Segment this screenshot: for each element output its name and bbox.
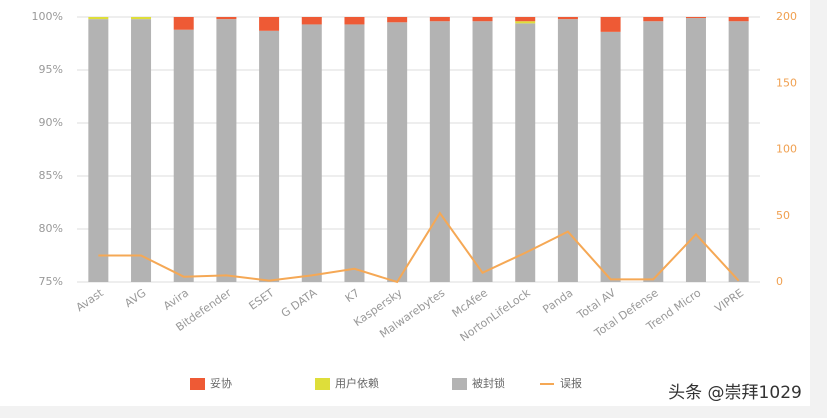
bar-segment: [728, 21, 749, 283]
watermark: 头条 @崇拜1029: [668, 383, 802, 403]
bar-segment: [259, 17, 280, 31]
legend-swatch: [315, 378, 330, 390]
bar-segment: [429, 21, 450, 283]
y-tick-label: 100%: [32, 10, 63, 23]
y-tick-label: 80%: [39, 222, 63, 235]
bar-segment: [387, 22, 408, 283]
bar-segment: [557, 17, 578, 20]
legend-swatch: [452, 378, 467, 390]
bar-segment: [472, 17, 493, 22]
bar-segment: [600, 17, 621, 32]
bar-segment: [88, 19, 109, 283]
y2-tick-label: 100: [776, 143, 797, 156]
legend-label: 妥协: [210, 376, 232, 390]
bar-segment: [216, 17, 237, 20]
legend-label: 被封锁: [472, 376, 505, 390]
bar-segment: [515, 21, 536, 24]
bar-segment: [557, 19, 578, 283]
bar-segment: [259, 30, 280, 283]
y2-tick-label: 150: [776, 76, 797, 89]
y-tick-label: 95%: [39, 63, 63, 76]
bar-segment: [643, 21, 664, 283]
line: [98, 211, 740, 284]
legend-label: 误报: [560, 376, 582, 390]
bar-segment: [685, 17, 706, 19]
bar-segment: [301, 17, 322, 25]
bar-segment: [387, 17, 408, 23]
y2-tick-label: 200: [776, 10, 797, 23]
bar-segment: [173, 29, 194, 282]
bar-segment: [344, 24, 365, 282]
bar-segment: [173, 17, 194, 30]
bar-segment: [685, 18, 706, 283]
bar-segment: [301, 24, 322, 282]
bar-segment: [515, 23, 536, 283]
bar-segment: [131, 17, 152, 20]
bar-segment: [472, 21, 493, 283]
y-tick-label: 90%: [39, 116, 63, 129]
y2-tick-label: 0: [776, 275, 783, 288]
y2-tick-label: 50: [776, 209, 790, 222]
y-tick-label: 85%: [39, 169, 63, 182]
bar-segment: [600, 31, 621, 283]
bar-segment: [515, 17, 536, 22]
bar-segment: [728, 17, 749, 22]
legend-label: 用户依赖: [335, 376, 379, 390]
bar-segment: [131, 19, 152, 283]
bar-segment: [344, 17, 365, 25]
bar-segment: [429, 17, 450, 22]
y-tick-label: 75%: [39, 275, 63, 288]
bar-segment: [216, 19, 237, 283]
bar-segment: [88, 17, 109, 20]
bar-segment: [643, 17, 664, 22]
legend-swatch: [190, 378, 205, 390]
